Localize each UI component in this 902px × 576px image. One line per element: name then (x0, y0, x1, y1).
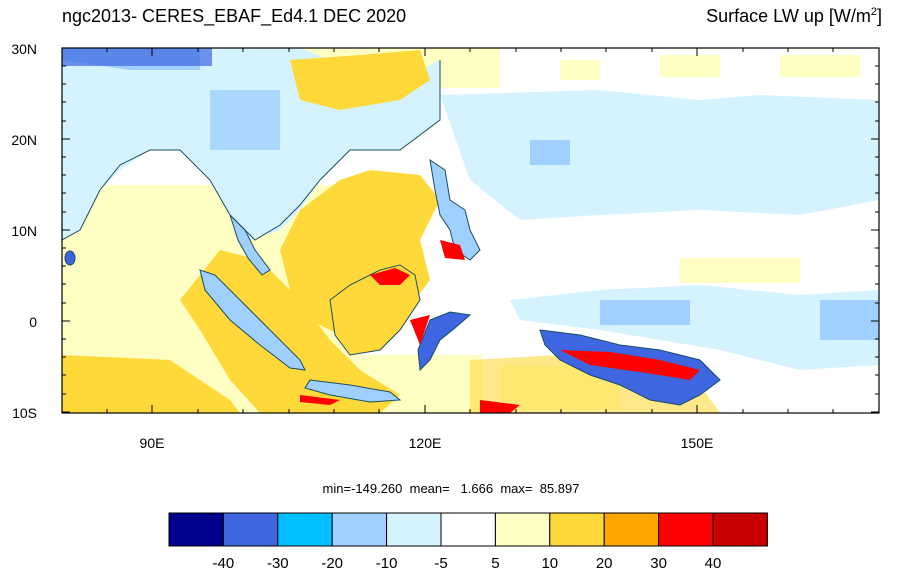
colorbar-box (440, 512, 496, 547)
colorbar-label: 20 (596, 555, 613, 572)
colorbar-label: 10 (541, 555, 558, 572)
lat-label-0: 0 (29, 314, 37, 330)
colorbar-label: -40 (213, 555, 235, 572)
tibet-dark-field (62, 48, 212, 66)
colorbar-labels: -40 -30 -20 -10 -5 5 10 20 30 40 (213, 555, 722, 572)
mindanao-red-coast (440, 240, 465, 260)
variable-title-end: ] (876, 6, 882, 26)
pacific-patch-b (660, 55, 720, 77)
colorbar-box (549, 512, 605, 547)
map-field (62, 48, 879, 413)
lon-label-120e: 120E (409, 435, 442, 451)
borneo-red-coast (370, 268, 410, 285)
lon-ticks (106, 48, 834, 413)
pacific-patch-a (560, 60, 600, 80)
colorbar-boxes (168, 512, 768, 547)
pacific-blue-spot-c (820, 300, 879, 340)
china-south-coast-field (290, 50, 430, 110)
sumatra-java-field (180, 250, 400, 413)
variable-title-exponent: 2 (870, 6, 877, 18)
colorbar-box (168, 512, 224, 547)
colorbar-label: 5 (491, 555, 499, 572)
java-island (304, 379, 402, 403)
colorbar-box (386, 512, 442, 547)
pacific-patch-d (680, 258, 800, 283)
colorbar-box (331, 512, 388, 547)
variable-title-main: Surface LW up [W/m (706, 6, 871, 26)
colorbar-box (658, 512, 714, 547)
colorbar-label: -20 (321, 555, 343, 572)
colorbar-box (494, 512, 551, 547)
java-red-coast (300, 395, 340, 405)
philippines-islands (429, 158, 481, 261)
colorbar-box (277, 512, 333, 547)
variable-title: Surface LW up [W/m2] (706, 6, 882, 27)
colorbar-label: -30 (267, 555, 289, 572)
pacific-blue-spot-b (600, 300, 690, 325)
indian-ocean-south-field (62, 355, 240, 413)
colorbar: -40 -30 -20 -10 -5 5 10 20 30 40 (168, 512, 768, 572)
colorbar-label: 40 (705, 555, 722, 572)
pacific-blue-spot-a (530, 140, 570, 165)
colorbar-box (712, 512, 768, 547)
sri-lanka-island (64, 250, 76, 266)
colorbar-box (603, 512, 660, 547)
colorbar-label: -5 (434, 555, 447, 572)
malay-peninsula (229, 214, 271, 276)
map-title: ngc2013- CERES_EBAF_Ed4.1 DEC 2020 (62, 6, 407, 26)
pacific-patch-c (780, 55, 860, 77)
indochina-coast (229, 60, 441, 241)
lat-label-10s: 10S (12, 405, 37, 421)
lon-label-150e: 150E (681, 435, 714, 451)
colorbar-label: -10 (376, 555, 398, 572)
lat-ticks (62, 47, 879, 413)
sulawesi-island (417, 311, 472, 372)
new-guinea-red-coast (560, 350, 700, 380)
timor-red-coast (480, 400, 520, 413)
lon-label-90e: 90E (140, 435, 165, 451)
indochina-blue-field (210, 90, 280, 150)
map-plot: 30N 20N 10N 0 10S 90E 120E 150E (11, 41, 880, 451)
borneo-east-red (410, 315, 430, 345)
field-statistics: min=-149.260 mean= 1.666 max= 85.897 (322, 481, 580, 496)
lat-label-30n: 30N (11, 41, 37, 57)
north-pacific-blue (440, 90, 879, 220)
lat-label-20n: 20N (11, 132, 37, 148)
bay-of-bengal-coast (62, 149, 231, 241)
colorbar-box (222, 512, 279, 547)
sumatra-island (199, 269, 306, 371)
colorbar-label: 30 (650, 555, 667, 572)
lat-label-10n: 10N (11, 223, 37, 239)
